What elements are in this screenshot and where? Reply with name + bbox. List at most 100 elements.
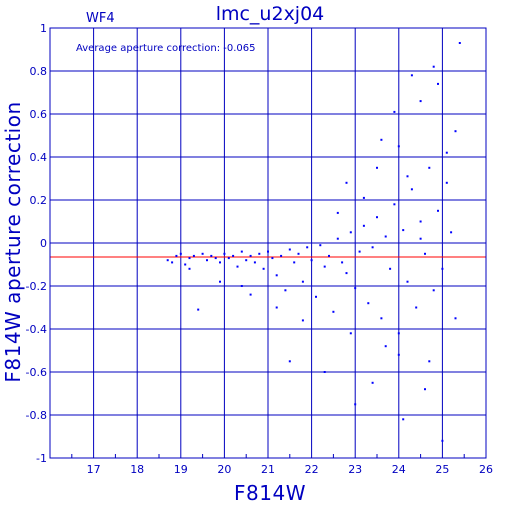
data-point xyxy=(271,257,274,260)
data-point xyxy=(441,267,444,270)
data-points-layer xyxy=(166,42,461,442)
data-point xyxy=(397,145,400,148)
y-tick-label: -1 xyxy=(36,452,47,465)
data-point xyxy=(450,231,453,234)
data-point xyxy=(253,261,256,264)
data-point xyxy=(371,381,374,384)
data-point xyxy=(389,267,392,270)
data-point xyxy=(219,280,221,283)
data-point xyxy=(280,254,283,257)
x-tick-label: 24 xyxy=(392,463,406,476)
data-point xyxy=(306,246,309,249)
x-tick-label: 21 xyxy=(261,463,275,476)
data-point xyxy=(419,237,422,240)
data-point xyxy=(301,280,304,283)
data-point xyxy=(245,259,248,262)
tick-labels-layer: 17 18 19 20 21 22 23 24 25 26 1 0.8 0.6 0.4 0.2 0 -0.2 -0… xyxy=(26,22,493,476)
data-point xyxy=(354,403,357,406)
x-tick-label: 20 xyxy=(217,463,231,476)
data-point xyxy=(197,308,200,311)
data-point xyxy=(454,317,457,320)
data-point xyxy=(188,267,191,270)
x-tick-label: 18 xyxy=(130,463,144,476)
data-point xyxy=(410,188,413,191)
data-point xyxy=(319,244,322,247)
data-point xyxy=(249,293,252,296)
data-point xyxy=(354,287,357,290)
data-point xyxy=(362,224,365,227)
y-tick-label: -0.2 xyxy=(26,280,47,293)
data-point xyxy=(362,196,365,199)
data-point xyxy=(249,254,252,257)
data-point xyxy=(349,231,352,234)
data-point xyxy=(445,181,448,184)
average-correction-annotation: Average aperture correction: -0.065 xyxy=(76,43,256,54)
data-point xyxy=(240,250,243,253)
data-point xyxy=(275,274,278,277)
y-tick-label: 1 xyxy=(40,22,47,35)
x-tick-label: 26 xyxy=(479,463,493,476)
data-point xyxy=(415,306,418,309)
data-point xyxy=(179,252,182,255)
x-tick-label: 17 xyxy=(87,463,101,476)
data-point xyxy=(223,252,226,255)
data-point xyxy=(458,42,461,44)
data-point xyxy=(432,65,435,68)
data-point xyxy=(166,259,169,262)
data-point xyxy=(393,110,396,113)
y-tick-label: -0.4 xyxy=(26,323,47,336)
data-point xyxy=(336,237,339,240)
x-tick-label: 22 xyxy=(305,463,319,476)
data-point xyxy=(258,252,261,255)
data-point xyxy=(424,388,426,391)
data-point xyxy=(328,254,330,257)
data-point xyxy=(406,175,409,178)
data-point xyxy=(171,261,174,264)
y-tick-label: 0.4 xyxy=(30,151,48,164)
grid-layer xyxy=(50,27,487,459)
data-point xyxy=(201,252,204,255)
data-point xyxy=(397,332,400,335)
y-tick-label: 0.2 xyxy=(30,194,48,207)
data-point xyxy=(341,261,344,264)
data-point xyxy=(410,74,413,77)
y-tick-label: 0.6 xyxy=(30,108,48,121)
data-point xyxy=(232,254,235,257)
data-point xyxy=(236,265,239,268)
data-point xyxy=(454,130,457,133)
data-point xyxy=(315,295,317,298)
data-point xyxy=(214,257,217,260)
data-point xyxy=(419,100,422,103)
data-point xyxy=(262,267,265,270)
data-point xyxy=(293,261,296,264)
data-point xyxy=(323,371,326,373)
data-point xyxy=(380,317,383,320)
chart-title: lmc_u2xj04 xyxy=(216,3,325,25)
data-point xyxy=(441,439,444,442)
data-point xyxy=(219,261,221,264)
data-point xyxy=(428,360,431,363)
data-point xyxy=(424,252,426,255)
data-point xyxy=(432,289,435,292)
data-point xyxy=(397,353,400,356)
data-point xyxy=(284,289,287,292)
data-point xyxy=(419,220,422,223)
data-point xyxy=(206,259,208,262)
panel-label: WF4 xyxy=(86,11,115,26)
data-point xyxy=(240,285,243,287)
y-tick-label: 0 xyxy=(40,237,47,250)
data-point xyxy=(267,250,269,253)
x-tick-label: 23 xyxy=(348,463,362,476)
data-point xyxy=(227,257,230,260)
y-axis-label: F814W aperture correction xyxy=(1,101,25,382)
data-point xyxy=(428,166,431,169)
data-point xyxy=(349,332,352,335)
data-point xyxy=(310,259,313,262)
x-axis-label: F814W xyxy=(234,481,306,505)
data-point xyxy=(345,272,348,275)
data-point xyxy=(192,254,195,257)
data-point xyxy=(323,265,326,268)
data-point xyxy=(367,302,370,305)
data-point xyxy=(393,203,396,206)
